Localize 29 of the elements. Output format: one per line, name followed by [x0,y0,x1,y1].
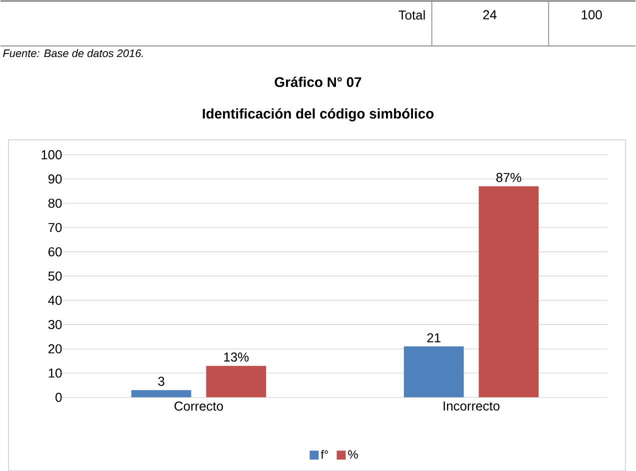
text: 24 [483,10,497,20]
y-tick-label: 10 [48,368,62,378]
y-tick-label: 0 [56,392,62,402]
data-label: 13% [224,352,249,362]
y-tick-label: 70 [48,222,62,232]
y-tick-label: 100 [42,150,62,160]
bar [206,366,266,398]
text: Total [398,10,425,20]
y-tick-label: 40 [48,296,62,305]
bar [478,186,539,398]
bar [404,346,464,398]
y-tick-label: 80 [48,198,62,208]
x-tick-label: Correcto [174,401,223,411]
data-label: 3 [158,376,164,386]
legend-label: % [348,450,358,458]
source-note: Fuente: Base de datos 2016. [3,48,143,58]
chart-title: Gráfico N° 07 [274,76,362,87]
legend-label: f° [320,450,328,459]
bar [131,390,192,398]
data-label: 21 [427,333,440,342]
y-tick-label: 90 [48,174,62,184]
x-tick-label: Incorrecto [444,401,500,410]
y-tick-label: 50 [48,271,62,281]
data-label: 87% [496,172,522,182]
text: 100 [582,10,602,20]
y-tick-label: 30 [48,320,62,330]
y-tick-label: 60 [48,247,62,256]
chart-subtitle: Identificación del código simbólico [202,108,434,122]
y-tick-label: 20 [48,344,62,354]
